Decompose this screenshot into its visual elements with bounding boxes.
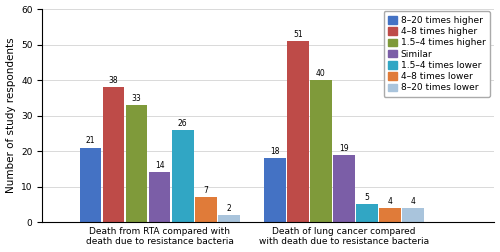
Text: 18: 18 <box>270 147 280 156</box>
Text: 26: 26 <box>178 119 188 128</box>
Bar <box>80 148 102 222</box>
Bar <box>148 172 171 222</box>
Bar <box>172 130 194 222</box>
Bar <box>194 197 216 222</box>
Bar <box>402 208 423 222</box>
Text: 5: 5 <box>364 193 369 202</box>
Text: 19: 19 <box>339 144 348 152</box>
Bar <box>102 87 124 222</box>
Y-axis label: Number of study respondents: Number of study respondents <box>6 38 16 194</box>
Text: 2: 2 <box>226 204 231 213</box>
Text: 4: 4 <box>388 197 392 206</box>
Bar <box>379 208 400 222</box>
Bar <box>310 80 332 222</box>
Text: 33: 33 <box>132 94 141 103</box>
Text: 40: 40 <box>316 69 326 78</box>
Bar <box>356 204 378 222</box>
Bar <box>218 215 240 222</box>
Legend: 8–20 times higher, 4–8 times higher, 1.5–4 times higher, Similar, 1.5–4 times lo: 8–20 times higher, 4–8 times higher, 1.5… <box>384 11 490 97</box>
Bar <box>264 158 285 222</box>
Bar <box>126 105 148 222</box>
Text: 14: 14 <box>154 161 164 170</box>
Bar <box>287 41 308 222</box>
Text: 7: 7 <box>203 186 208 195</box>
Text: 51: 51 <box>293 30 302 39</box>
Text: 21: 21 <box>86 136 95 145</box>
Bar <box>333 155 354 222</box>
Text: 38: 38 <box>108 76 118 85</box>
Text: 4: 4 <box>410 197 416 206</box>
